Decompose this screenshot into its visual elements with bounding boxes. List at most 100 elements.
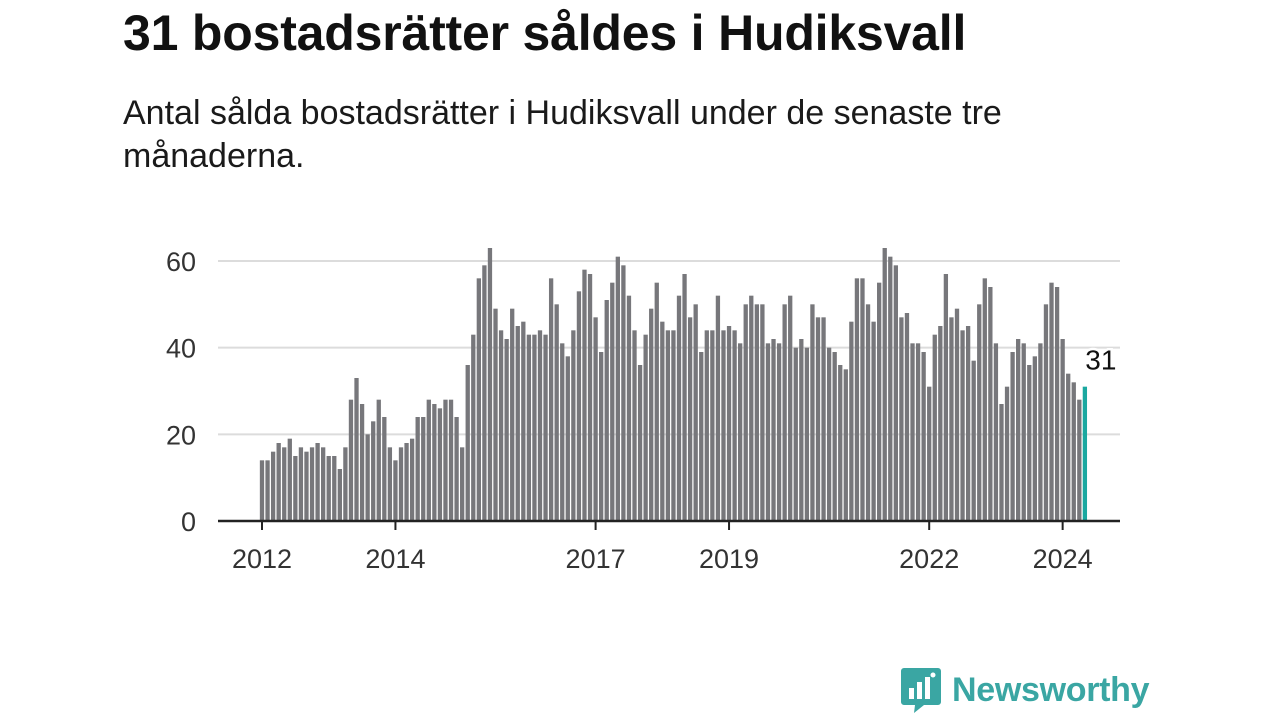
bar [843, 369, 848, 521]
bar [270, 451, 276, 521]
bar [893, 265, 898, 521]
bar [276, 443, 281, 521]
bar [565, 356, 570, 521]
bar [965, 326, 971, 521]
bar [576, 291, 582, 521]
chart-subtitle: Antal sålda bostadsrätter i Hudiksvall u… [123, 94, 1002, 175]
bar [521, 321, 526, 521]
bar [977, 304, 982, 521]
x-tick-label: 2019 [699, 544, 759, 574]
bars [259, 248, 1088, 521]
bar [543, 334, 548, 521]
bar [871, 321, 876, 521]
bar [437, 408, 443, 521]
newsworthy-logo-icon [901, 668, 941, 713]
bar [626, 295, 632, 521]
bar [337, 469, 342, 521]
bar [448, 399, 454, 521]
bar [921, 352, 926, 521]
bar [637, 365, 643, 521]
bar [293, 456, 298, 521]
bar [782, 304, 787, 521]
bar [704, 330, 709, 521]
bar [1054, 287, 1060, 521]
bar [460, 447, 465, 521]
bar [604, 300, 609, 521]
bar [687, 317, 693, 521]
highlighted-bar [1082, 386, 1088, 521]
bar [915, 343, 921, 521]
bar [426, 399, 431, 521]
bar [1077, 399, 1082, 521]
bar [371, 421, 376, 521]
x-axis-ticks: 2012 2014 2017 2019 2022 2024 [232, 521, 1093, 574]
bar [854, 278, 860, 521]
bar [943, 274, 949, 521]
bar [615, 256, 620, 521]
bar [610, 282, 615, 521]
bar [776, 343, 782, 521]
bar [315, 443, 320, 521]
bar [693, 304, 698, 521]
bar [326, 456, 331, 521]
bar [1043, 304, 1049, 521]
bar [654, 282, 659, 521]
bar [1004, 386, 1010, 521]
bar [771, 339, 776, 521]
x-tick-label: 2012 [232, 544, 292, 574]
bar [282, 447, 287, 521]
bar [548, 278, 554, 521]
bar [393, 460, 398, 521]
bar [793, 347, 798, 521]
bar [359, 404, 365, 521]
bar [788, 295, 793, 521]
bar [932, 334, 937, 521]
bar [471, 334, 476, 521]
bar [849, 321, 854, 521]
bar [593, 317, 598, 521]
bar [382, 417, 387, 521]
bar [899, 317, 904, 521]
bar [504, 339, 509, 521]
bar [1016, 339, 1021, 521]
bar [838, 365, 843, 521]
bar [749, 295, 754, 521]
newsworthy-brand: Newsworthy [900, 666, 1150, 714]
bar [493, 308, 498, 521]
x-tick-label: 2014 [365, 544, 425, 574]
bar [999, 404, 1004, 521]
bar [821, 317, 826, 521]
bar [815, 317, 821, 521]
y-tick-label: 40 [166, 334, 196, 364]
bar [404, 443, 409, 521]
bar [332, 456, 337, 521]
bar [904, 313, 910, 521]
bar [515, 326, 520, 521]
bar [409, 438, 415, 521]
bar [665, 330, 671, 521]
bar [1066, 373, 1071, 521]
bar [432, 404, 437, 521]
bar [1027, 365, 1032, 521]
brand-name: Newsworthy [952, 670, 1150, 709]
bar [810, 304, 815, 521]
bar [298, 447, 304, 521]
bar [560, 343, 565, 521]
bar [799, 339, 804, 521]
bar [554, 304, 559, 521]
bar [465, 365, 470, 521]
bar [476, 278, 481, 521]
chart-title: 31 bostadsrätter såldes i Hudiksvall [123, 5, 967, 61]
bar [287, 438, 292, 521]
bar [1032, 356, 1037, 521]
bar [865, 304, 871, 521]
bar [265, 460, 270, 521]
bar [1060, 339, 1065, 521]
bar [738, 343, 743, 521]
bar [660, 321, 665, 521]
bar [699, 352, 704, 521]
bar [1010, 352, 1015, 521]
bar [510, 308, 515, 521]
bar [765, 343, 771, 521]
